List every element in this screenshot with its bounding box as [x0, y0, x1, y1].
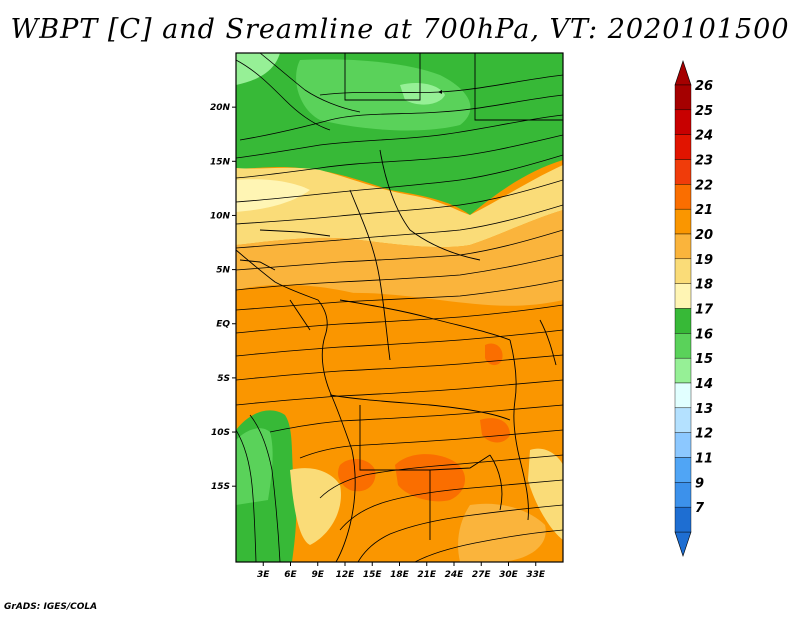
- lat-tick-label: EQ: [216, 320, 230, 330]
- colorbar-label: 19: [695, 253, 713, 268]
- colorbar-swatch: [674, 308, 692, 334]
- colorbar: 26 25 24 23 22 21 20 19 18 17 16 15 14 13 12 11 9 7: [674, 60, 714, 557]
- lat-tick-label: 5N: [216, 266, 230, 276]
- colorbar-swatch: [674, 333, 692, 359]
- lon-tick-label: 15E: [363, 570, 383, 580]
- colorbar-swatch: [674, 109, 692, 135]
- lon-tick-label: 30E: [499, 570, 519, 580]
- colorbar-swatch: [674, 482, 692, 508]
- colorbar-swatch: [674, 382, 692, 409]
- map-title: WBPT [C] and Sreamline at 700hPa, VT: 20…: [10, 14, 790, 45]
- colorbar-label: 9: [695, 476, 704, 491]
- colorbar-label: 11: [695, 452, 713, 467]
- lon-tick-label: 12E: [336, 570, 356, 580]
- colorbar-swatch: [674, 233, 692, 260]
- colorbar-label: 13: [695, 402, 713, 417]
- colorbar-label: 26: [695, 79, 713, 94]
- lon-tick-label: 27E: [472, 570, 492, 580]
- colorbar-label: 17: [695, 303, 714, 318]
- lat-tick-label: 10S: [211, 428, 230, 438]
- colorbar-swatch: [674, 457, 692, 483]
- colorbar-swatch: [674, 506, 692, 533]
- colorbar-top-arrow: [674, 60, 692, 86]
- lon-tick-label: 6E: [284, 570, 297, 580]
- country-borders: [236, 53, 563, 562]
- wbpt-shaded-field: [236, 53, 563, 562]
- colorbar-swatch: [674, 208, 692, 235]
- colorbar-label: 24: [695, 129, 713, 144]
- colorbar-label: 25: [695, 104, 713, 119]
- lon-tick-label: 3E: [257, 570, 270, 580]
- colorbar-label: 21: [695, 203, 713, 218]
- colorbar-swatch: [674, 159, 692, 185]
- lon-tick-label: 18E: [390, 570, 410, 580]
- latitude-axis: 20N 15N 10N 5N EQ 5S 10S 15S: [210, 103, 236, 492]
- colorbar-label: 7: [695, 501, 705, 516]
- colorbar-label: 16: [695, 327, 713, 342]
- lon-tick-label: 33E: [526, 570, 546, 580]
- colorbar-label: 15: [695, 352, 713, 367]
- lon-tick-label: 24E: [445, 570, 465, 580]
- colorbar-swatch: [674, 432, 692, 458]
- colorbar-label: 14: [695, 377, 713, 392]
- lon-tick-label: 9E: [312, 570, 325, 580]
- colorbar-swatch: [674, 84, 692, 111]
- lat-tick-label: 15N: [210, 157, 231, 167]
- colorbar-swatch: [674, 184, 692, 210]
- colorbar-swatch: [674, 283, 692, 309]
- footer-credit: GrADS: IGES/COLA: [4, 602, 98, 612]
- colorbar-swatch: [674, 407, 692, 433]
- colorbar-label: 20: [695, 228, 713, 243]
- lon-tick-label: 21E: [417, 570, 437, 580]
- colorbar-swatch: [674, 357, 692, 384]
- lat-tick-label: 10N: [210, 211, 231, 221]
- lat-tick-label: 15S: [211, 482, 230, 492]
- colorbar-label: 23: [695, 154, 713, 169]
- lat-tick-label: 5S: [217, 374, 230, 384]
- colorbar-label: 12: [695, 427, 713, 442]
- colorbar-bottom-arrow: [674, 531, 692, 557]
- colorbar-swatch: [674, 258, 692, 284]
- colorbar-swatch: [674, 134, 692, 160]
- streamlines: [236, 53, 563, 562]
- longitude-axis: 3E 6E 9E 12E 15E 18E 21E 24E 27E 30E 33E: [257, 562, 546, 580]
- colorbar-label: 22: [695, 178, 713, 193]
- lat-tick-label: 20N: [210, 103, 231, 113]
- colorbar-label: 18: [695, 278, 713, 293]
